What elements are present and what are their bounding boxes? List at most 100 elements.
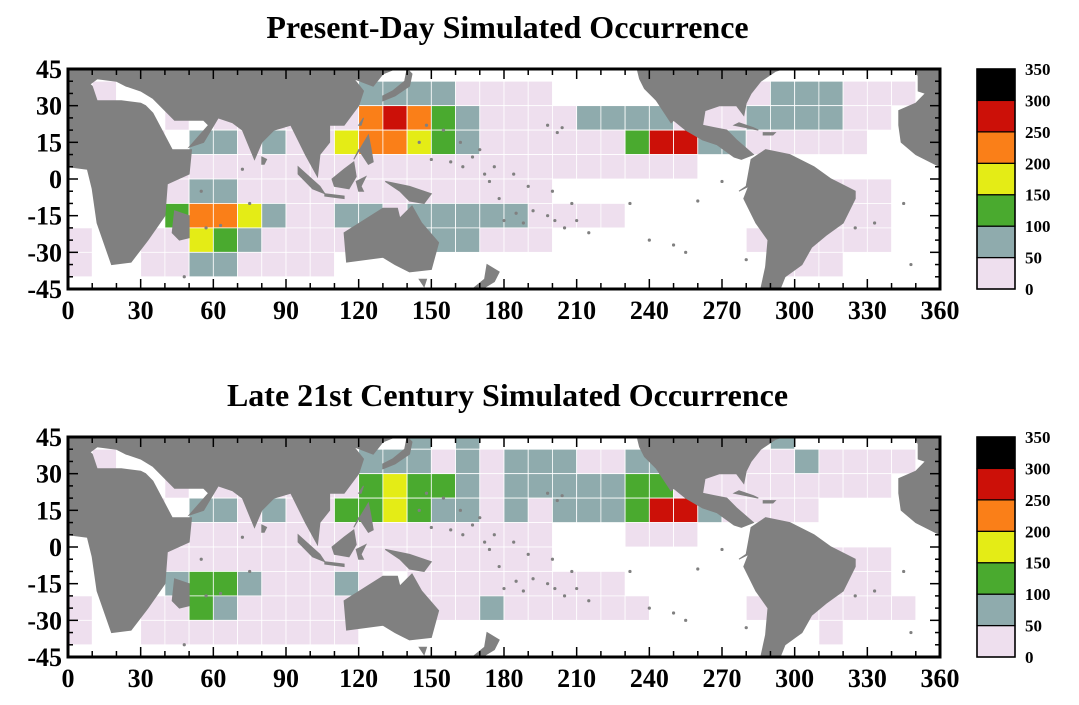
colorbar-label: 300 bbox=[1025, 91, 1051, 110]
island bbox=[628, 201, 632, 206]
heatmap-cell bbox=[479, 571, 505, 597]
island bbox=[575, 586, 579, 591]
colorbar-swatch bbox=[976, 530, 1016, 564]
heatmap-cell bbox=[576, 448, 602, 475]
land-mass bbox=[656, 100, 675, 124]
land-mass bbox=[471, 631, 500, 657]
island bbox=[526, 184, 530, 188]
heatmap-cell bbox=[842, 80, 868, 107]
heatmap-cell bbox=[358, 473, 384, 499]
heatmap-cell bbox=[552, 497, 578, 523]
heatmap-cell bbox=[624, 154, 650, 180]
island bbox=[483, 172, 487, 176]
heatmap-cell bbox=[406, 80, 432, 107]
heatmap-cell bbox=[503, 178, 529, 204]
heatmap-cell bbox=[237, 178, 263, 204]
heatmap-cell bbox=[382, 522, 408, 548]
land-mass bbox=[898, 69, 940, 168]
heatmap-cell bbox=[309, 227, 335, 253]
heatmap-cell bbox=[212, 571, 238, 597]
heatmap-cell bbox=[503, 522, 529, 548]
island bbox=[199, 557, 203, 561]
island bbox=[902, 569, 906, 574]
heatmap-cell bbox=[624, 497, 650, 523]
heatmap-cell bbox=[624, 129, 650, 155]
heatmap-cell bbox=[479, 473, 505, 499]
heatmap-cell bbox=[212, 154, 238, 180]
heatmap-cell bbox=[285, 203, 311, 229]
heatmap-cell bbox=[479, 497, 505, 523]
heatmap-cell bbox=[309, 251, 335, 278]
land-mass bbox=[343, 205, 440, 273]
land-mass bbox=[418, 646, 428, 656]
heatmap-cell bbox=[818, 619, 844, 646]
island bbox=[458, 508, 462, 512]
x-tick-label: 0 bbox=[62, 296, 75, 325]
island bbox=[240, 535, 244, 539]
island bbox=[744, 626, 748, 630]
land-mass bbox=[324, 561, 345, 568]
heatmap-cell bbox=[576, 129, 602, 155]
island bbox=[560, 126, 564, 130]
island bbox=[240, 167, 244, 171]
island bbox=[497, 564, 501, 569]
land-mass bbox=[324, 193, 345, 200]
island bbox=[182, 643, 186, 647]
land-mass bbox=[331, 529, 357, 558]
heatmap-cell bbox=[576, 497, 602, 523]
heatmap-cell bbox=[430, 522, 456, 548]
y-tick-label: -30 bbox=[27, 606, 62, 635]
island bbox=[570, 201, 574, 206]
island bbox=[853, 594, 857, 598]
heatmap-cell bbox=[866, 546, 892, 572]
island bbox=[449, 528, 453, 532]
colorbar-label: 150 bbox=[1025, 186, 1051, 205]
land-mass bbox=[385, 180, 433, 204]
heatmap-cell bbox=[648, 129, 674, 155]
heatmap-cell bbox=[527, 546, 553, 572]
island bbox=[550, 189, 555, 193]
x-tick-label: 150 bbox=[412, 664, 451, 693]
heatmap-cell bbox=[406, 105, 432, 131]
x-tick-label: 90 bbox=[273, 664, 299, 693]
island bbox=[429, 525, 433, 530]
y-tick-label: -30 bbox=[27, 238, 62, 267]
land-mass bbox=[261, 524, 268, 533]
heatmap-cell bbox=[600, 154, 626, 180]
heatmap-cell bbox=[503, 105, 529, 131]
heatmap-cell bbox=[430, 154, 456, 180]
island bbox=[560, 494, 564, 498]
colorbar-label: 250 bbox=[1025, 491, 1051, 510]
x-tick-label: 150 bbox=[412, 296, 451, 325]
heatmap-cell bbox=[237, 203, 263, 229]
heatmap-cell bbox=[479, 80, 505, 107]
land-mass bbox=[68, 69, 396, 179]
heatmap-cell bbox=[479, 448, 505, 475]
heatmap-cell bbox=[673, 154, 699, 180]
land-mass bbox=[355, 175, 368, 192]
heatmap-cell bbox=[430, 448, 456, 475]
heatmap-cell bbox=[212, 129, 238, 155]
heatmap-cell bbox=[261, 595, 287, 621]
heatmap-cell bbox=[212, 251, 238, 278]
x-tick-label: 90 bbox=[273, 296, 299, 325]
land-mass bbox=[732, 122, 759, 131]
colorbar-swatch bbox=[976, 131, 1016, 164]
colorbar-frame bbox=[976, 436, 1016, 658]
colorbar-label: 200 bbox=[1025, 522, 1051, 541]
island bbox=[478, 148, 482, 152]
land-mass bbox=[68, 69, 193, 266]
heatmap-cell bbox=[576, 203, 602, 229]
heatmap-cell bbox=[866, 595, 892, 621]
land-mass bbox=[898, 437, 940, 536]
land-mass bbox=[357, 485, 364, 494]
heatmap-cell bbox=[527, 227, 553, 253]
x-tick-label: 120 bbox=[339, 664, 378, 693]
x-tick-label: 180 bbox=[485, 296, 524, 325]
heatmap-cell bbox=[212, 619, 238, 646]
heatmap-cell bbox=[818, 129, 844, 155]
heatmap-cell bbox=[866, 571, 892, 597]
heatmap-cell bbox=[552, 203, 578, 229]
heatmap-cell bbox=[794, 80, 820, 107]
heatmap-cell bbox=[552, 473, 578, 499]
